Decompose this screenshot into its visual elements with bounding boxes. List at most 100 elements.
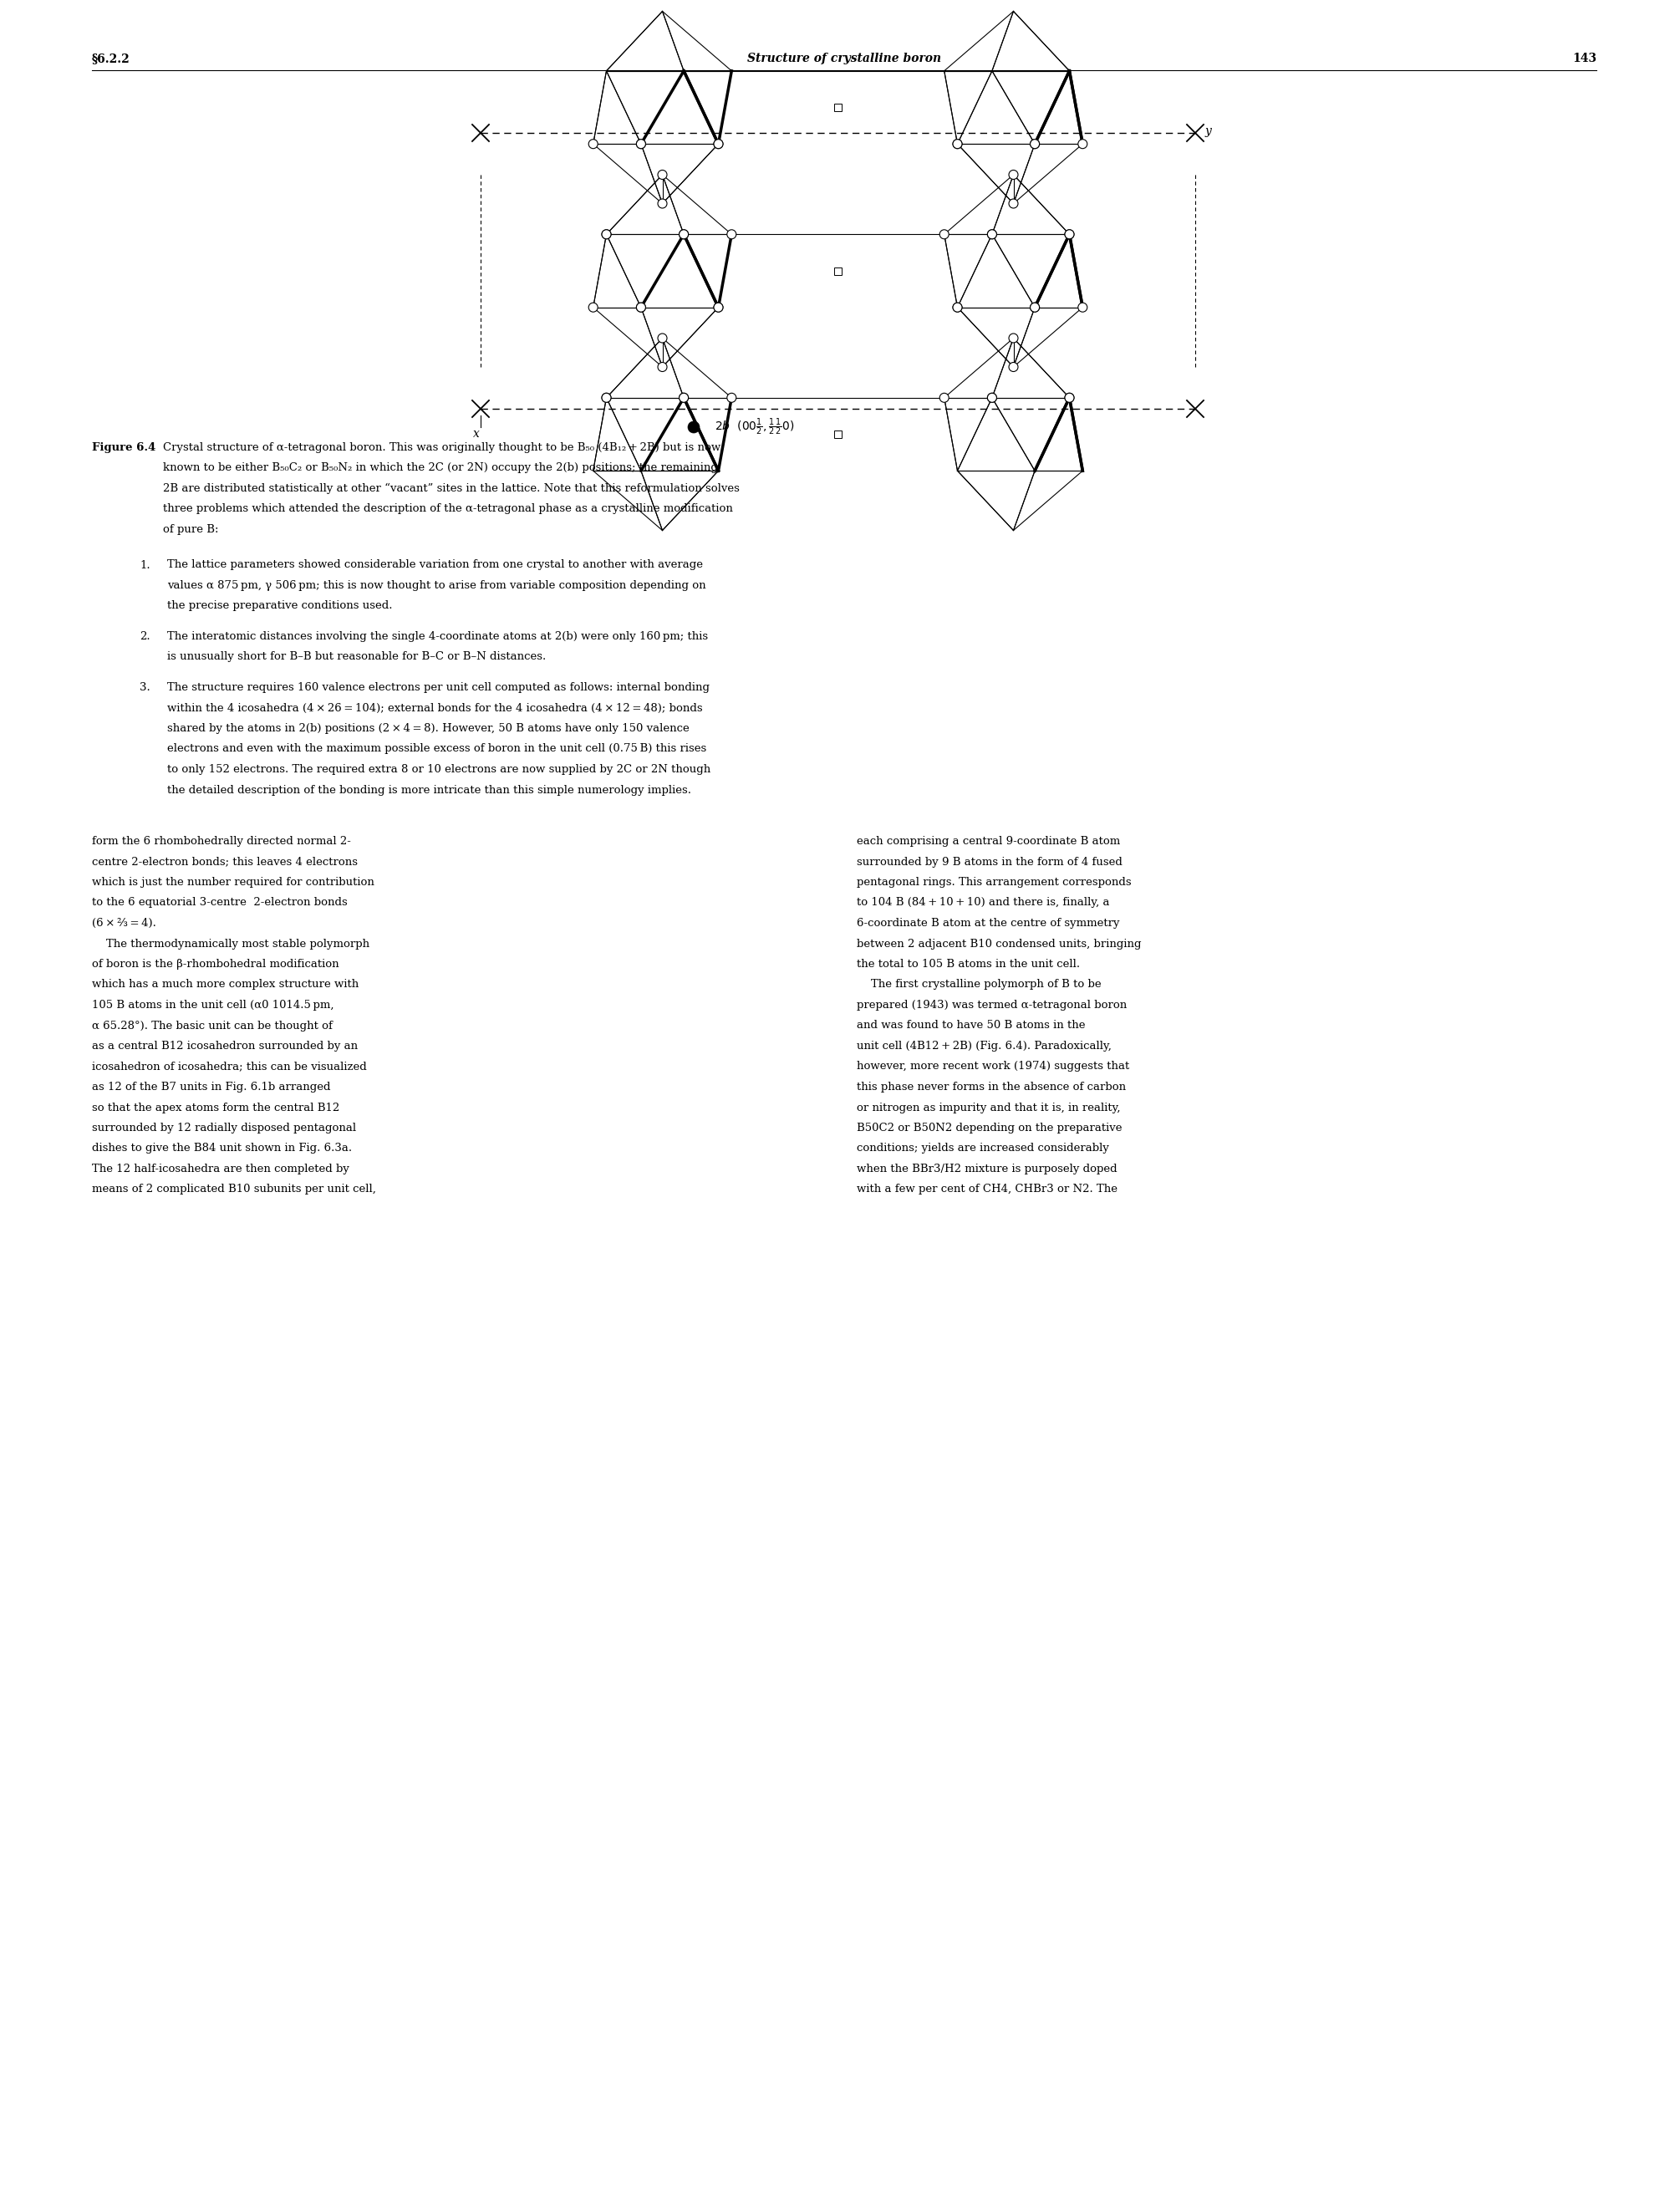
Text: within the 4 icosahedra (4 × 26 = 104); external bonds for the 4 icosahedra (4 ×: within the 4 icosahedra (4 × 26 = 104); … [168,702,702,713]
Text: $2b\ \ (00\frac{1}{2},\frac{1}{2}\frac{1}{2}0)$: $2b\ \ (00\frac{1}{2},\frac{1}{2}\frac{1… [714,417,795,437]
Text: Structure of crystalline boron: Structure of crystalline boron [748,53,941,64]
Text: Figure 6.4: Figure 6.4 [92,441,156,452]
Text: or nitrogen as impurity and that it is, in reality,: or nitrogen as impurity and that it is, … [857,1103,1121,1114]
Circle shape [988,393,996,401]
Circle shape [601,393,612,401]
Text: surrounded by 9 B atoms in the form of 4 fused: surrounded by 9 B atoms in the form of 4… [857,856,1122,867]
Text: is unusually short for B–B but reasonable for B–C or B–N distances.: is unusually short for B–B but reasonabl… [168,651,546,662]
Text: The 12 half-icosahedra are then completed by: The 12 half-icosahedra are then complete… [92,1163,349,1174]
Text: to the 6 equatorial 3-centre  2-electron bonds: to the 6 equatorial 3-centre 2-electron … [92,898,348,909]
Circle shape [679,229,689,238]
Text: B50C2 or B50N2 depending on the preparative: B50C2 or B50N2 depending on the preparat… [857,1123,1122,1134]
Circle shape [1008,333,1018,342]
Circle shape [679,229,689,238]
Text: §6.2.2: §6.2.2 [92,53,129,64]
Text: and was found to have 50 B atoms in the: and was found to have 50 B atoms in the [857,1019,1085,1030]
Text: 2.: 2. [139,631,151,642]
Text: known to be either B₅₀C₂ or B₅₀N₂ in which the 2C (or 2N) occupy the 2(b) positi: known to be either B₅₀C₂ or B₅₀N₂ in whi… [163,463,717,474]
Text: to 104 B (84 + 10 + 10) and there is, finally, a: to 104 B (84 + 10 + 10) and there is, fi… [857,898,1109,909]
Text: (6 × ⅔ = 4).: (6 × ⅔ = 4). [92,918,156,929]
Text: The interatomic distances involving the single 4-coordinate atoms at 2(b) were o: The interatomic distances involving the … [168,631,707,642]
Text: which is just the number required for contribution: which is just the number required for co… [92,876,375,887]
Text: surrounded by 12 radially disposed pentagonal: surrounded by 12 radially disposed penta… [92,1123,356,1134]
Circle shape [939,229,949,238]
Text: this phase never forms in the absence of carbon: this phase never forms in the absence of… [857,1081,1126,1092]
Text: the total to 105 B atoms in the unit cell.: the total to 105 B atoms in the unit cel… [857,960,1080,971]
Circle shape [637,302,645,311]
Text: electrons and even with the maximum possible excess of boron in the unit cell (0: electrons and even with the maximum poss… [168,743,707,754]
Text: as 12 of the B7 units in Fig. 6.1b arranged: as 12 of the B7 units in Fig. 6.1b arran… [92,1081,331,1092]
Circle shape [659,333,667,342]
Circle shape [953,302,963,311]
Text: unit cell (4B12 + 2B) (Fig. 6.4). Paradoxically,: unit cell (4B12 + 2B) (Fig. 6.4). Parado… [857,1041,1112,1052]
Circle shape [1079,302,1087,311]
Circle shape [714,302,722,311]
Text: icosahedron of icosahedra; this can be visualized: icosahedron of icosahedra; this can be v… [92,1061,366,1072]
Text: shared by the atoms in 2(b) positions (2 × 4 = 8). However, 50 B atoms have only: shared by the atoms in 2(b) positions (2… [168,724,689,735]
Text: so that the apex atoms form the central B12: so that the apex atoms form the central … [92,1103,339,1114]
Text: dishes to give the B84 unit shown in Fig. 6.3a.: dishes to give the B84 unit shown in Fig… [92,1143,353,1154]
Text: pentagonal rings. This arrangement corresponds: pentagonal rings. This arrangement corre… [857,876,1131,887]
Circle shape [1008,199,1018,207]
Text: the precise preparative conditions used.: the precise preparative conditions used. [168,600,393,611]
Circle shape [1008,170,1018,179]
Text: The thermodynamically most stable polymorph: The thermodynamically most stable polymo… [92,938,370,949]
Circle shape [588,302,598,311]
Bar [835,104,842,110]
Text: three problems which attended the description of the α-tetragonal phase as a cry: three problems which attended the descri… [163,503,732,514]
Circle shape [953,139,963,148]
Circle shape [1065,393,1074,401]
Text: The structure requires 160 valence electrons per unit cell computed as follows: : The structure requires 160 valence elect… [168,682,709,693]
Text: 105 B atoms in the unit cell (α0 1014.5 pm,: 105 B atoms in the unit cell (α0 1014.5 … [92,999,334,1010]
Circle shape [1079,139,1087,148]
Text: prepared (1943) was termed α-tetragonal boron: prepared (1943) was termed α-tetragonal … [857,999,1127,1010]
Text: form the 6 rhombohedrally directed normal 2-: form the 6 rhombohedrally directed norma… [92,836,351,847]
Text: 2B are distributed statistically at other “vacant” sites in the lattice. Note th: 2B are distributed statistically at othe… [163,483,739,494]
Text: when the BBr3/H2 mixture is purposely doped: when the BBr3/H2 mixture is purposely do… [857,1163,1117,1174]
Circle shape [727,393,736,401]
Circle shape [1065,229,1074,238]
Text: 3.: 3. [139,682,151,693]
Text: the detailed description of the bonding is more intricate than this simple numer: the detailed description of the bonding … [168,785,690,796]
Circle shape [714,139,722,148]
Text: however, more recent work (1974) suggests that: however, more recent work (1974) suggest… [857,1061,1129,1072]
Bar [835,430,842,439]
Text: 6-coordinate B atom at the centre of symmetry: 6-coordinate B atom at the centre of sym… [857,918,1119,929]
Text: conditions; yields are increased considerably: conditions; yields are increased conside… [857,1143,1109,1154]
Text: each comprising a central 9-coordinate B atom: each comprising a central 9-coordinate B… [857,836,1121,847]
Circle shape [679,393,689,401]
Bar [835,267,842,274]
Circle shape [727,229,736,238]
Text: means of 2 complicated B10 subunits per unit cell,: means of 2 complicated B10 subunits per … [92,1185,376,1196]
Circle shape [1030,302,1040,311]
Circle shape [939,393,949,401]
Circle shape [988,229,996,238]
Circle shape [953,139,963,148]
Text: 1.: 1. [139,560,151,571]
Circle shape [1065,393,1074,401]
Circle shape [659,199,667,207]
Text: The lattice parameters showed considerable variation from one crystal to another: The lattice parameters showed considerab… [168,560,702,571]
Circle shape [601,393,612,401]
Circle shape [1008,362,1018,371]
Circle shape [659,362,667,371]
Circle shape [1030,302,1040,311]
Circle shape [601,229,612,238]
Text: of pure B:: of pure B: [163,525,218,536]
Text: to only 152 electrons. The required extra 8 or 10 electrons are now supplied by : to only 152 electrons. The required extr… [168,763,711,774]
Text: which has a much more complex structure with: which has a much more complex structure … [92,979,360,990]
Text: x: x [474,428,480,439]
Text: of boron is the β-rhombohedral modification: of boron is the β-rhombohedral modificat… [92,960,339,971]
Text: with a few per cent of CH4, CHBr3 or N2. The: with a few per cent of CH4, CHBr3 or N2.… [857,1185,1117,1196]
Text: values α 875 pm, γ 506 pm; this is now thought to arise from variable compositio: values α 875 pm, γ 506 pm; this is now t… [168,580,706,591]
Circle shape [659,170,667,179]
Text: The first crystalline polymorph of B to be: The first crystalline polymorph of B to … [857,979,1102,990]
Circle shape [687,421,699,432]
Circle shape [637,302,645,311]
Text: as a central B12 icosahedron surrounded by an: as a central B12 icosahedron surrounded … [92,1041,358,1052]
Circle shape [637,139,645,148]
Circle shape [637,139,645,148]
Circle shape [988,229,996,238]
Text: centre 2-electron bonds; this leaves 4 electrons: centre 2-electron bonds; this leaves 4 e… [92,856,358,867]
Text: 143: 143 [1572,53,1596,64]
